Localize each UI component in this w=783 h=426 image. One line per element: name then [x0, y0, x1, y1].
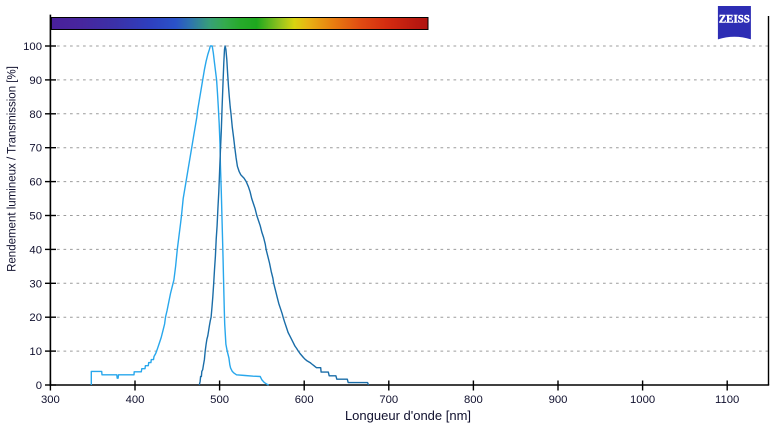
svg-text:600: 600	[295, 394, 314, 406]
svg-text:10: 10	[29, 346, 42, 358]
svg-text:400: 400	[126, 394, 145, 406]
svg-text:1100: 1100	[715, 394, 739, 406]
svg-text:100: 100	[23, 41, 42, 53]
svg-text:70: 70	[29, 143, 42, 155]
svg-text:Rendement lumineux / Transmiss: Rendement lumineux / Transmission [%]	[7, 66, 19, 272]
svg-text:50: 50	[29, 211, 42, 223]
svg-text:ZEISS: ZEISS	[719, 14, 750, 26]
svg-text:0: 0	[36, 380, 42, 392]
svg-text:1000: 1000	[630, 394, 655, 406]
svg-text:900: 900	[549, 394, 568, 406]
svg-text:30: 30	[29, 278, 42, 290]
svg-text:500: 500	[210, 394, 229, 406]
svg-text:700: 700	[379, 394, 398, 406]
svg-text:Longueur d'onde [nm]: Longueur d'onde [nm]	[345, 408, 471, 423]
svg-text:20: 20	[29, 312, 42, 324]
svg-text:60: 60	[29, 177, 42, 189]
svg-text:800: 800	[464, 394, 483, 406]
svg-text:40: 40	[29, 244, 42, 256]
svg-text:90: 90	[29, 75, 42, 87]
svg-text:80: 80	[29, 109, 42, 121]
svg-text:300: 300	[41, 394, 60, 406]
